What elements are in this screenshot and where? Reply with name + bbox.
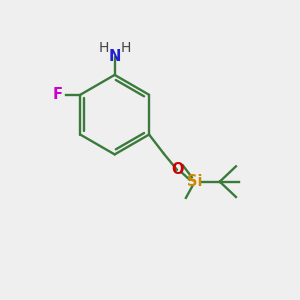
Text: O: O xyxy=(171,162,183,177)
Text: N: N xyxy=(109,49,121,64)
Text: H: H xyxy=(98,41,109,56)
Text: Si: Si xyxy=(187,174,203,189)
Text: H: H xyxy=(121,41,131,56)
Text: F: F xyxy=(52,87,63,102)
